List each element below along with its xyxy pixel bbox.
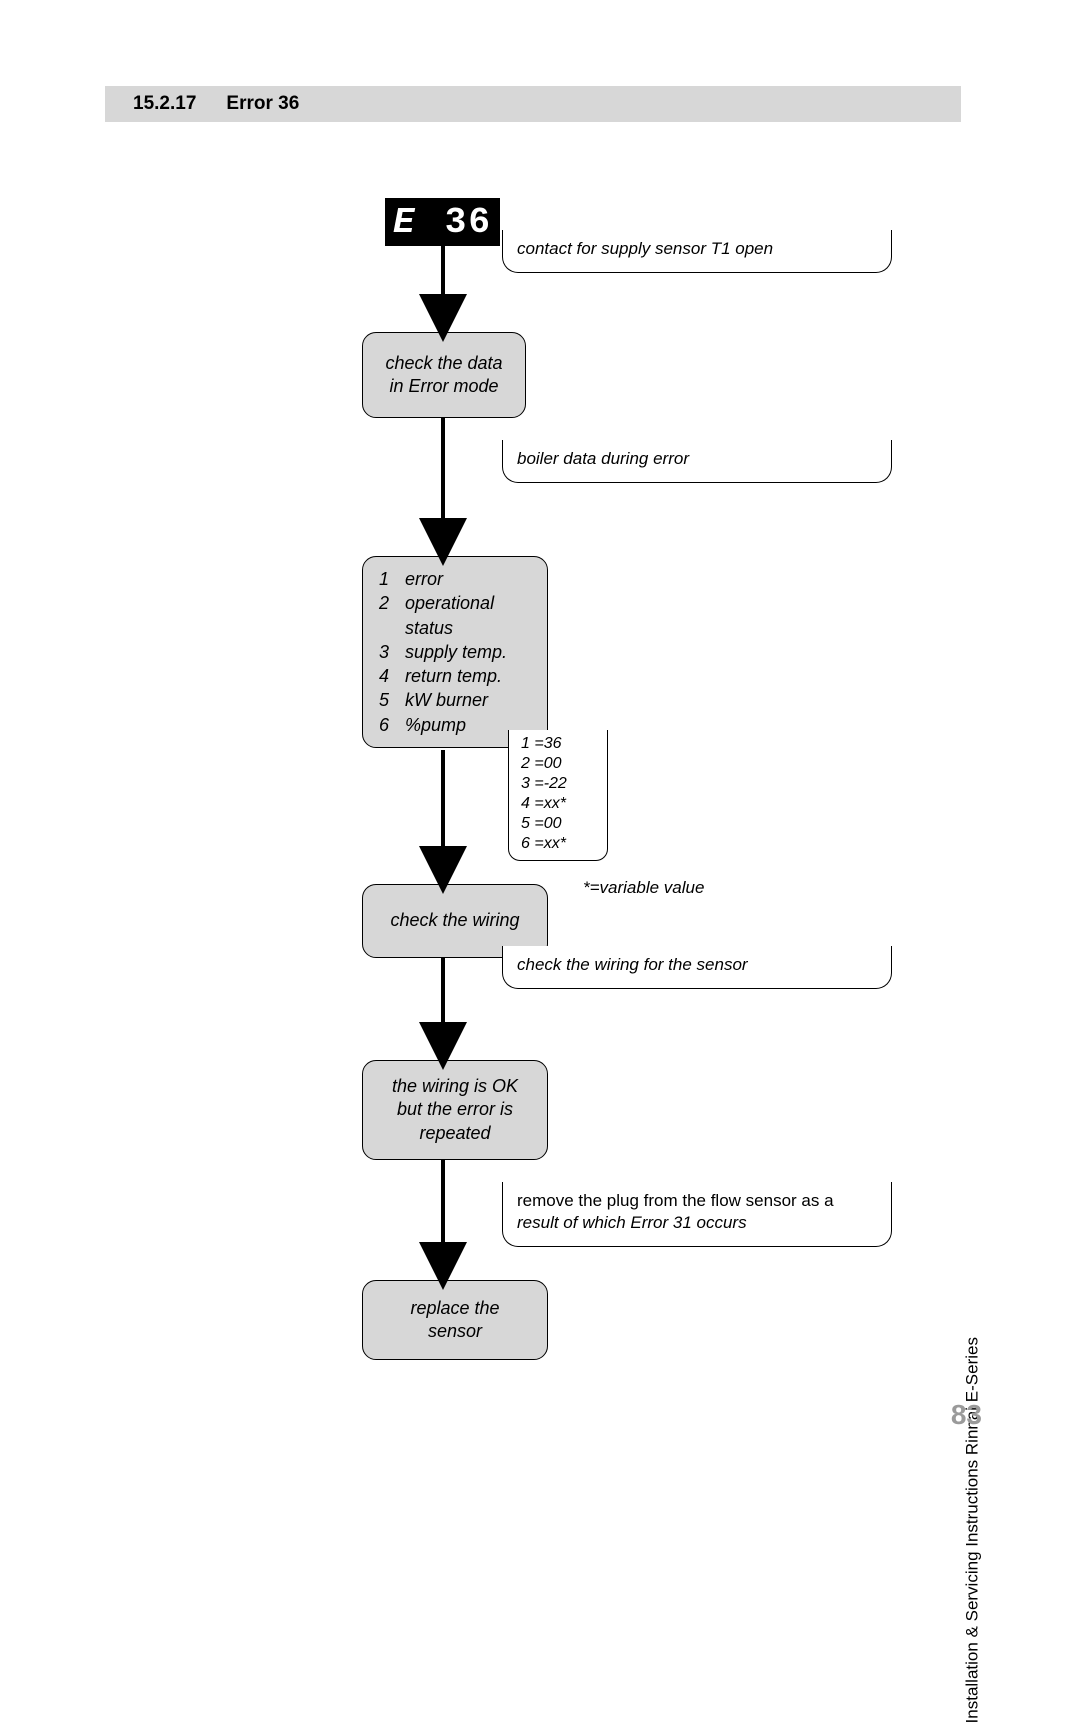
step-label: replace the sensor: [410, 1297, 499, 1344]
side-doc-title: Installation & Servicing Instructions Ri…: [962, 1337, 982, 1723]
note-text: remove the plug from the flow sensor as …: [517, 1191, 834, 1210]
value-row: 5 =00: [521, 814, 597, 834]
note-check-wiring-sensor: check the wiring for the sensor: [502, 946, 892, 989]
note-text: check the wiring for the sensor: [517, 955, 748, 974]
list-item: 5kW burner: [379, 688, 531, 712]
step-data-list: 1error 2operational status 3supply temp.…: [362, 556, 548, 748]
note-text: result of which Error 31 occurs: [517, 1213, 747, 1232]
value-row: 4 =xx*: [521, 794, 597, 814]
value-row: 3 =-22: [521, 774, 597, 794]
note-contact-open: contact for supply sensor T1 open: [502, 230, 892, 273]
step-check-data: check the data in Error mode: [362, 332, 526, 418]
value-row: 2 =00: [521, 754, 597, 774]
step-label: check the wiring: [390, 909, 519, 932]
step-replace-sensor: replace the sensor: [362, 1280, 548, 1360]
section-number: 15.2.17: [133, 93, 196, 115]
section-header: 15.2.17 Error 36: [105, 86, 961, 122]
page-root: 15.2.17 Error 36 E 36 contact for supply…: [0, 0, 1080, 1527]
list-item: 1error: [379, 567, 531, 591]
value-row: 6 =xx*: [521, 834, 597, 854]
lcd-letter: E: [393, 202, 417, 243]
value-row: 1 =36: [521, 734, 597, 754]
page-number: 83: [951, 1399, 982, 1431]
lcd-display: E 36: [385, 198, 500, 246]
note-boiler-data: boiler data during error: [502, 440, 892, 483]
section-title: Error 36: [226, 93, 299, 115]
note-values: 1 =36 2 =00 3 =-22 4 =xx* 5 =00 6 =xx*: [508, 730, 608, 861]
list-item: 3supply temp.: [379, 640, 531, 664]
note-text: boiler data during error: [517, 449, 689, 468]
step-label: check the data in Error mode: [385, 352, 502, 399]
lcd-code: 36: [445, 202, 492, 243]
list-item: 2operational: [379, 591, 531, 615]
note-remove-plug: remove the plug from the flow sensor as …: [502, 1182, 892, 1247]
step-label: the wiring is OK but the error is repeat…: [392, 1075, 518, 1145]
note-variable: *=variable value: [583, 878, 704, 898]
step-wiring-ok: the wiring is OK but the error is repeat…: [362, 1060, 548, 1160]
list-item: status: [379, 616, 531, 640]
list-item: 4return temp.: [379, 664, 531, 688]
note-text: contact for supply sensor T1 open: [517, 239, 773, 258]
